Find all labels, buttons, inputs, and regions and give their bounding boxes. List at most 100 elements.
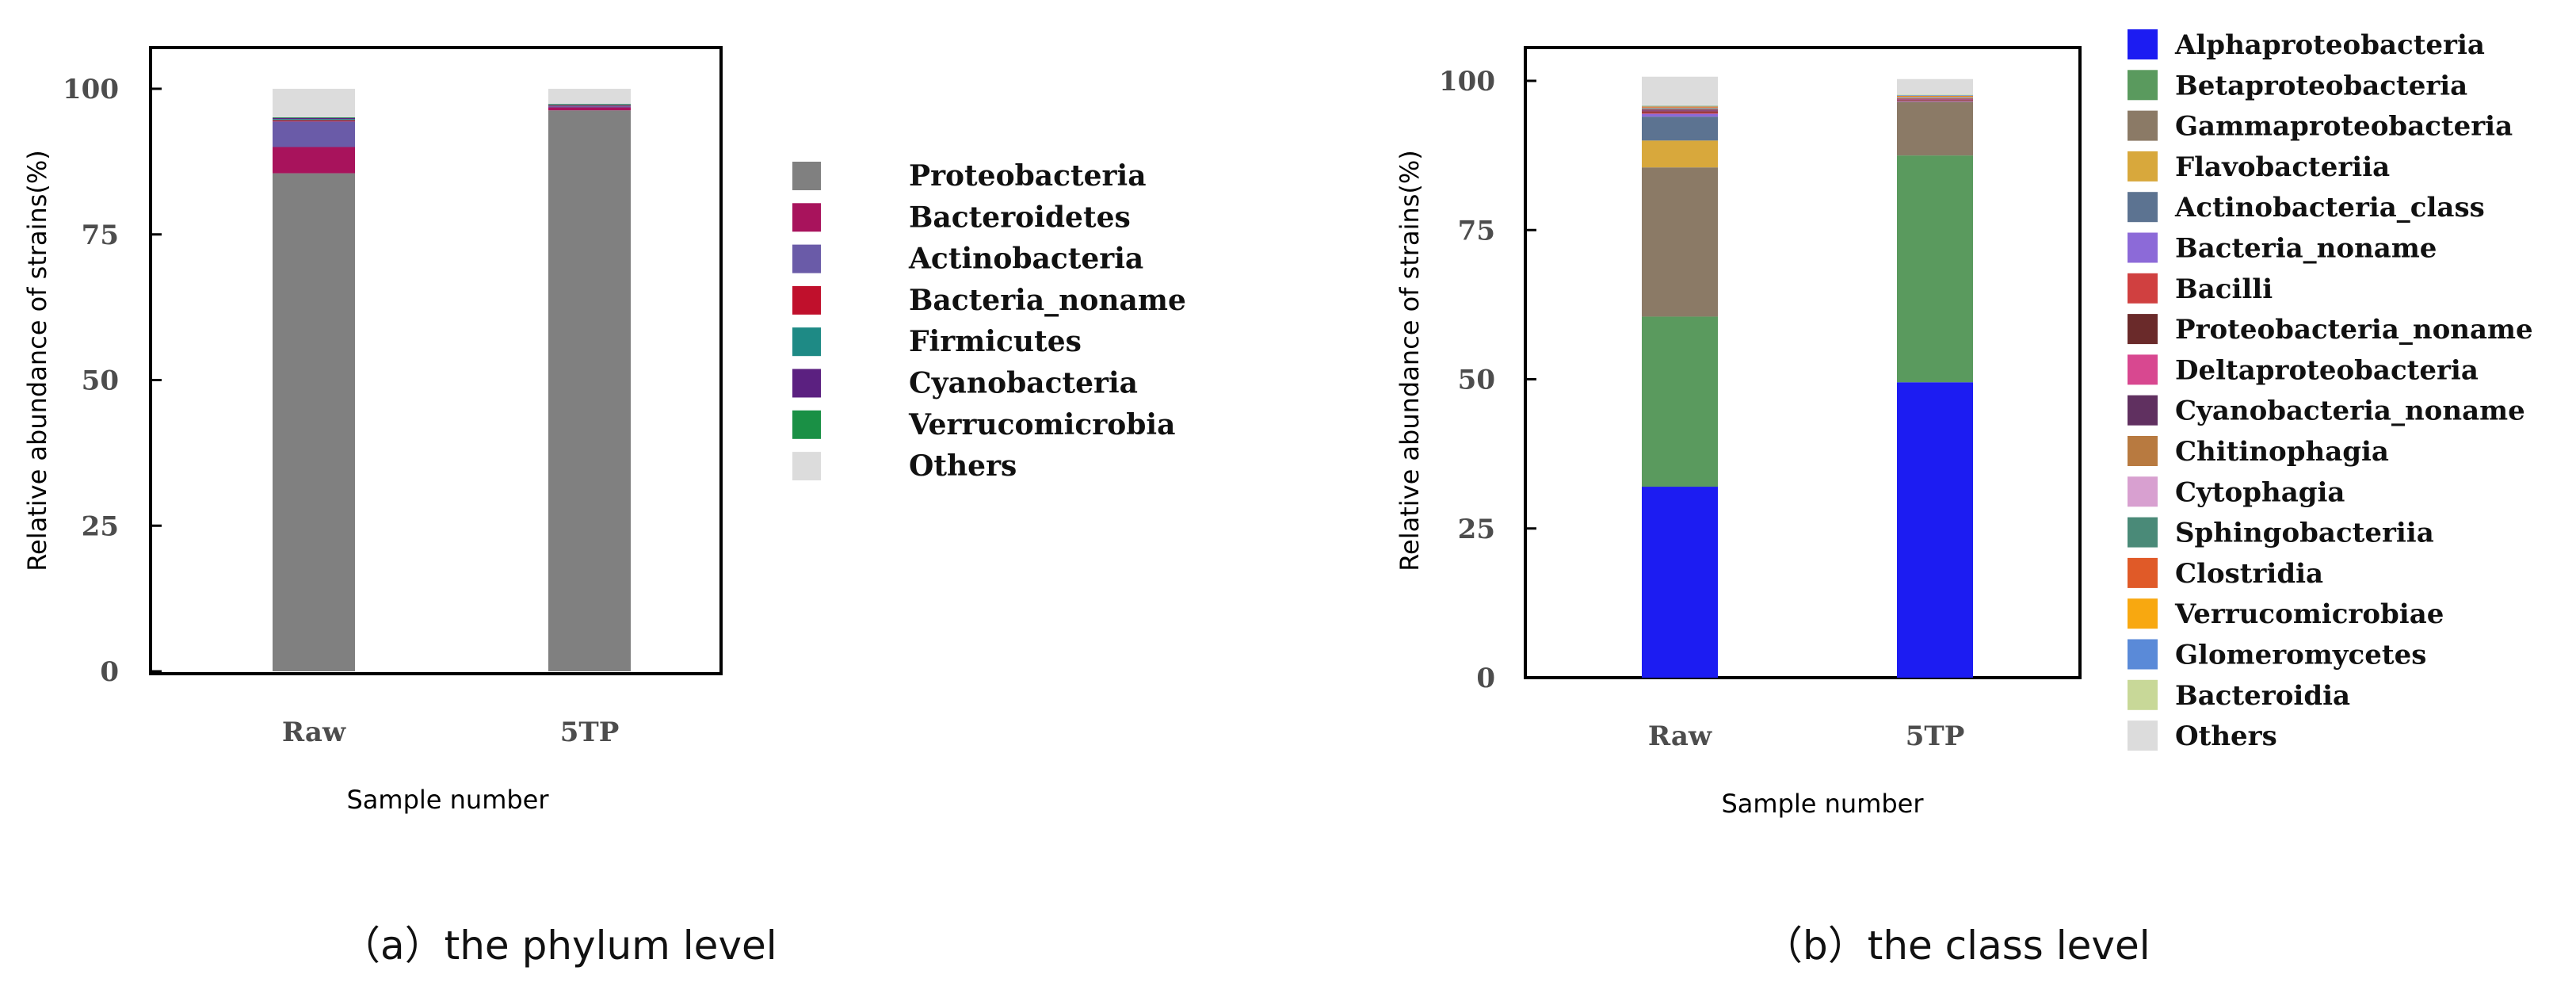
bar-segment-raw-glomeromycetes	[1642, 105, 1718, 107]
legend-swatch-glomeromycetes	[2128, 639, 2158, 670]
bar-segment-5tp-bacteria-noname	[1897, 101, 1973, 102]
bar-segment-raw-cyanobacteria-noname	[1642, 109, 1718, 111]
bar-segment-raw-cyanobacteria	[273, 117, 355, 120]
bar-segment-raw-betaproteobacteria	[1642, 316, 1718, 487]
bar-segment-5tp-glomeromycetes	[1897, 95, 1973, 96]
legend-swatch-verrucomicrobia	[792, 410, 821, 439]
bar-segment-5tp-verrucomicrobiae	[1897, 95, 1973, 97]
legend-phylum: Proteobacteria Bacteroidetes Actinobacteri…	[792, 159, 1186, 483]
legend-swatch-bacteria-noname	[792, 285, 821, 315]
legend-label-chitinophagia: Chitinophagia	[2175, 436, 2389, 468]
y-tick-label: 0	[100, 656, 119, 688]
legend-swatch-verrucomicrobiae	[2128, 598, 2158, 629]
caption-b: （b）the class level	[1763, 923, 2150, 969]
y-tick-label: 0	[1476, 663, 1495, 694]
bar-segment-raw-sphingobacteriia	[1642, 107, 1718, 109]
bar-segment-5tp-bacteroidetes	[548, 107, 631, 111]
legend-label-cyanobacteria: Cyanobacteria	[909, 367, 1138, 400]
y-axis-label-a: Relative abundance of strains(%)	[22, 150, 52, 571]
legend-swatch-cyanobacteria	[792, 369, 821, 398]
legend-swatch-deltaproteobacteria	[2128, 354, 2158, 385]
legend-swatch-flavobacteriia	[2128, 151, 2158, 182]
y-tick-label: 50	[1458, 365, 1495, 396]
bar-segment-raw-others	[273, 89, 355, 118]
legend-label-proteobacteria: Proteobacteria	[909, 159, 1147, 193]
legend-label-cytophagia: Cytophagia	[2175, 476, 2345, 508]
bar-segment-5tp-deltaproteobacteria	[1897, 99, 1973, 101]
legend-label-betaproteobacteria: Betaproteobacteria	[2175, 70, 2467, 101]
legend-swatch-chitinophagia	[2128, 436, 2158, 466]
bar-segment-5tp-cytophagia	[1897, 97, 1973, 98]
y-tick-label: 75	[1458, 215, 1495, 246]
legend-label-sphingobacteriia: Sphingobacteriia	[2175, 518, 2434, 549]
bar-segment-raw-others	[1642, 76, 1718, 105]
legend-label-bacteria-noname: Bacteria_noname	[909, 284, 1186, 317]
x-tick-label-5tp: 5TP	[560, 717, 620, 748]
x-axis-label-a: Sample number	[346, 785, 549, 815]
bar-segment-raw-actinobacteria-class	[1642, 117, 1718, 141]
bar-segment-5tp-proteobacteria-noname	[1897, 100, 1973, 101]
bar-segment-5tp-proteobacteria	[548, 110, 631, 671]
legend-label-proteobacteria-noname: Proteobacteria_noname	[2175, 314, 2533, 346]
bar-segment-5tp-others	[1897, 78, 1973, 95]
legend-label-gammaproteobacteria: Gammaproteobacteria	[2175, 111, 2513, 143]
legend-swatch-cyanobacteria-noname	[2128, 395, 2158, 426]
legend-label-flavobacteriia: Flavobacteriia	[2175, 151, 2390, 183]
legend-label-alphaproteobacteria: Alphaproteobacteria	[2174, 29, 2485, 61]
legend-label-bacteroidetes: Bacteroidetes	[909, 201, 1131, 234]
legend-swatch-bacteroidia	[2128, 679, 2158, 710]
bar-segment-raw-actinobacteria	[273, 121, 355, 147]
y-axis-label-b: Relative abundance of strains(%)	[1395, 150, 1425, 571]
plot-frame-b	[1524, 46, 2082, 679]
bar-segment-5tp-gammaproteobacteria	[1897, 101, 1973, 156]
x-tick-label-5tp: 5TP	[1906, 720, 1965, 752]
legend-swatch-actinobacteria-class	[2128, 192, 2158, 223]
bar-segment-5tp-chitinophagia	[1897, 97, 1973, 99]
legend-swatch-proteobacteria	[792, 162, 821, 190]
y-tick-label: 25	[1458, 514, 1495, 545]
panel-class: 0 25 50 75 100 Raw 5TP Relative abundance of …	[1395, 29, 2533, 969]
legend-swatch-actinobacteria	[792, 244, 821, 273]
caption-a: （a）the phylum level	[341, 923, 777, 969]
legend-label-verrucomicrobiae: Verrucomicrobiae	[2174, 598, 2444, 630]
legend-label-deltaproteobacteria: Deltaproteobacteria	[2175, 354, 2479, 386]
bar-segment-5tp-betaproteobacteria	[1897, 155, 1973, 383]
bars-phylum	[273, 89, 631, 671]
legend-swatch-bacilli	[2128, 273, 2158, 304]
y-tick-label: 50	[82, 365, 119, 397]
y-ticks-phylum: 0 25 50 75 100	[63, 74, 162, 688]
legend-label-others: Others	[909, 449, 1017, 483]
bar-segment-5tp-firmicutes	[548, 105, 631, 106]
bar-segment-raw-clostridia	[1642, 107, 1718, 108]
legend-label-actinobacteria: Actinobacteria	[908, 243, 1143, 276]
panel-phylum: 0 25 50 75 100 Raw 5TP Relative abundance of …	[22, 46, 1186, 969]
bar-segment-raw-bacteroidia	[1642, 105, 1718, 106]
bar-segment-5tp-alphaproteobacteria	[1897, 382, 1973, 678]
x-axis-label-b: Sample number	[1721, 789, 1924, 819]
bar-segment-raw-firmicutes	[273, 119, 355, 120]
legend-label-verrucomicrobia: Verrucomicrobia	[908, 408, 1175, 441]
legend-label-bacteria-noname: Bacteria_noname	[2175, 233, 2437, 265]
legend-swatch-bacteria-noname	[2128, 232, 2158, 263]
legend-swatch-sphingobacteriia	[2128, 517, 2158, 548]
legend-label-actinobacteria-class: Actinobacteria_class	[2174, 192, 2485, 224]
bar-segment-raw-bacilli	[1642, 112, 1718, 114]
legend-label-bacilli: Bacilli	[2175, 273, 2273, 305]
y-ticks-class: 0 25 50 75 100	[1439, 66, 1536, 694]
bar-segment-raw-bacteria-noname	[1642, 113, 1718, 117]
bar-segment-raw-gammaproteobacteria	[1642, 167, 1718, 317]
legend-swatch-firmicutes	[792, 327, 821, 357]
legend-swatch-others	[792, 452, 821, 481]
bars-class	[1642, 76, 1973, 678]
bar-segment-raw-proteobacteria	[273, 173, 355, 671]
legend-swatch-proteobacteria-noname	[2128, 314, 2158, 345]
x-tick-label-raw: Raw	[282, 717, 346, 748]
y-tick-label: 100	[1439, 66, 1495, 97]
bar-segment-raw-proteobacteria-noname	[1642, 111, 1718, 113]
legend-label-firmicutes: Firmicutes	[909, 325, 1082, 358]
legend-label-clostridia: Clostridia	[2175, 558, 2323, 590]
x-ticks-class: Raw 5TP	[1648, 720, 1964, 752]
legend-swatch-gammaproteobacteria	[2128, 110, 2158, 141]
y-tick-label: 75	[82, 220, 119, 251]
